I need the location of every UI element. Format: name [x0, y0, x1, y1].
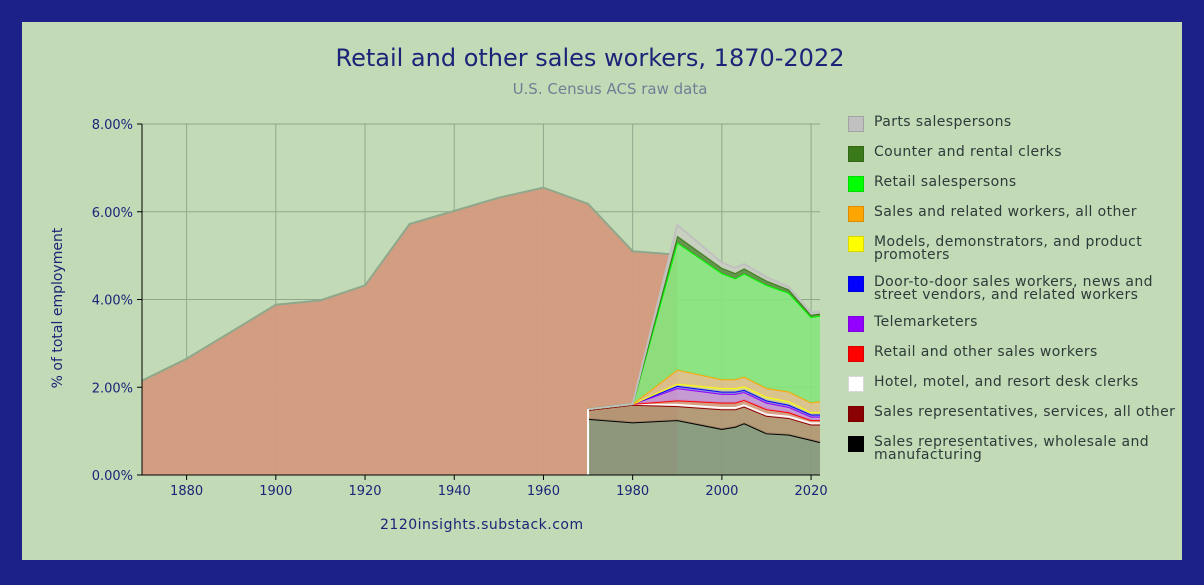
- y-tick-label: 8.00%: [92, 118, 133, 133]
- legend-swatch: [848, 316, 864, 332]
- historic-total-area: [142, 187, 678, 475]
- legend-swatch: [848, 146, 864, 162]
- legend-label: Hotel, motel, and resort desk clerks: [874, 374, 1139, 390]
- legend-label: Parts salespersons: [874, 114, 1012, 130]
- area-retail-salespersons: [588, 242, 820, 410]
- legend-swatch: [848, 406, 864, 422]
- x-tick-label: 1920: [348, 484, 381, 499]
- legend-item: Sales representatives, services, all oth…: [848, 404, 1178, 422]
- legend-item: Models, demonstrators, and product promo…: [848, 234, 1178, 262]
- legend-label: Sales representatives, wholesale and man…: [874, 434, 1149, 463]
- historic-total-line: [141, 186, 678, 382]
- legend-item: Hotel, motel, and resort desk clerks: [848, 374, 1178, 392]
- legend-item: Sales and related workers, all other: [848, 204, 1178, 222]
- legend-swatch: [848, 346, 864, 362]
- x-tick-label: 2000: [705, 484, 738, 499]
- legend-label: Sales and related workers, all other: [874, 204, 1137, 220]
- y-tick-label: 6.00%: [92, 206, 133, 221]
- area-sales-and-related-workers-all-other: [588, 369, 820, 413]
- x-tick-label: 1940: [438, 484, 471, 499]
- legend-swatch: [848, 176, 864, 192]
- legend-label: Counter and rental clerks: [874, 144, 1062, 160]
- legend-swatch: [848, 376, 864, 392]
- area-sales-representatives-wholesale-and-manufacturing: [588, 418, 820, 475]
- credit-text: 2120insights.substack.com: [380, 517, 584, 533]
- legend-item: Counter and rental clerks: [848, 144, 1178, 162]
- chart-title: Retail and other sales workers, 1870-202…: [335, 44, 845, 72]
- legend-item: Door-to-door sales workers, news and str…: [848, 274, 1178, 302]
- y-tick-label: 2.00%: [92, 381, 133, 396]
- legend-label: Telemarketers: [874, 314, 978, 330]
- x-tick-label: 1900: [259, 484, 292, 499]
- legend-swatch: [848, 116, 864, 132]
- legend-item: Parts salespersons: [848, 114, 1178, 132]
- x-tick-label: 2020: [795, 484, 828, 499]
- legend-label: Retail and other sales workers: [874, 344, 1098, 360]
- legend-item: Sales representatives, wholesale and man…: [848, 434, 1178, 462]
- legend-label: Door-to-door sales workers, news and str…: [874, 274, 1153, 303]
- legend-label: Retail salespersons: [874, 174, 1017, 190]
- legend-swatch: [848, 206, 864, 222]
- x-tick-label: 1980: [616, 484, 649, 499]
- legend-label: Sales representatives, services, all oth…: [874, 404, 1176, 420]
- legend-item: Retail and other sales workers: [848, 344, 1178, 362]
- line-parts-salespersons: [587, 223, 821, 411]
- legend: Parts salespersons Counter and rental cle…: [848, 114, 1178, 474]
- legend-swatch: [848, 276, 864, 292]
- chart-subtitle: U.S. Census ACS raw data: [512, 80, 708, 98]
- x-tick-label: 1880: [170, 484, 203, 499]
- legend-swatch: [848, 436, 864, 452]
- y-tick-label: 0.00%: [92, 469, 133, 484]
- legend-label: Models, demonstrators, and product promo…: [874, 234, 1143, 263]
- legend-swatch: [848, 236, 864, 252]
- y-tick-label: 4.00%: [92, 294, 133, 309]
- legend-item: Retail salespersons: [848, 174, 1178, 192]
- x-tick-label: 1960: [527, 484, 560, 499]
- legend-item: Telemarketers: [848, 314, 1178, 332]
